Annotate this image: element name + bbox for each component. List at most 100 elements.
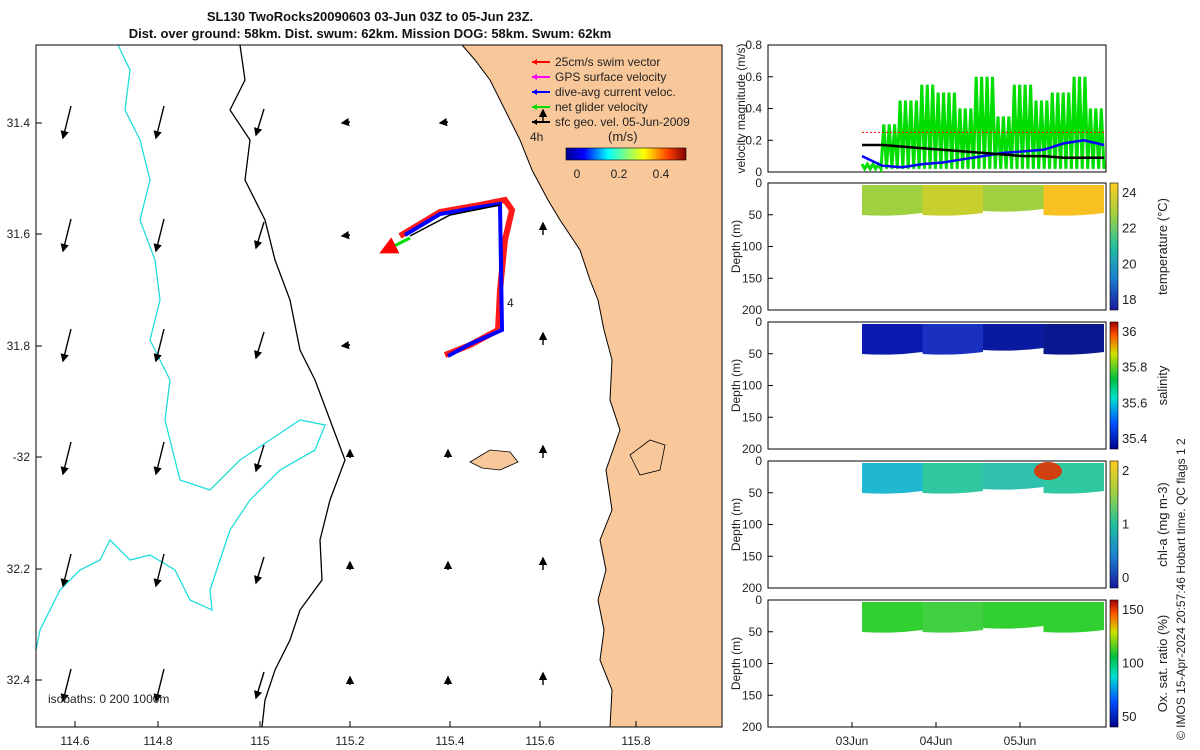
depth-ylabel: Depth (m) (729, 220, 743, 273)
depth-tick-label: 150 (742, 549, 762, 563)
title-line-1: SL130 TwoRocks20090603 03-Jun 03Z to 05-… (206, 9, 534, 24)
legend-entry: dive-avg current veloc. (532, 85, 676, 99)
velocity-vector (254, 221, 265, 250)
velocity-vector (60, 441, 72, 476)
velocity-vector (254, 556, 265, 585)
colorbar-tick-label: 18 (1122, 292, 1136, 307)
depth-tick-label: 200 (742, 303, 762, 317)
depth-tick-label: 100 (742, 518, 762, 532)
colorbar-tick-1: 0.2 (611, 167, 628, 181)
depth-tick-label: 200 (742, 720, 762, 734)
svg-text:dive-avg current veloc.: dive-avg current veloc. (555, 85, 676, 99)
depth-tick-label: 150 (742, 410, 762, 424)
depth-tick-label: 50 (749, 347, 763, 361)
colorbar-tick-label: 2 (1122, 463, 1129, 478)
svg-text:sfc geo. vel. 05-Jun-2009: sfc geo. vel. 05-Jun-2009 (555, 115, 690, 129)
profile-segment (862, 602, 923, 633)
vel-ytick-label: 0.8 (745, 38, 762, 52)
vel-ytick-label: 0.2 (745, 133, 762, 147)
vel-ytick-label: 0.6 (745, 70, 762, 84)
series-line (861, 139, 1105, 169)
profile-segment (983, 185, 1044, 212)
isobath-1000 (35, 44, 326, 651)
colorbar-tick-0: 0 (574, 167, 581, 181)
velocity-vector (438, 117, 449, 127)
isobath-label: isobaths: 0 200 1000m (48, 692, 169, 706)
map-ytick-label: -32 (13, 450, 31, 464)
colorbar (1109, 182, 1119, 311)
velocity-vector (60, 218, 72, 253)
time-axis: 03Jun 04Jun 05Jun (836, 722, 1037, 748)
depth-tick-label: 100 (742, 379, 762, 393)
colorbar (1109, 321, 1119, 450)
velocity-vector (153, 328, 165, 363)
vel-ytick-label: 0 (755, 165, 762, 179)
depth-ylabel: Depth (m) (729, 359, 743, 412)
glider-track: 4 (379, 196, 516, 358)
velocity-vector (60, 553, 72, 588)
colorbar-tick-label: 22 (1122, 221, 1136, 236)
colorbar-tick-label: 0 (1122, 570, 1129, 585)
colorbar-tick-label: 35.6 (1122, 395, 1147, 410)
depth-tick-label: 150 (742, 271, 762, 285)
profile-segment (922, 463, 983, 494)
profile-panel: 0 50 100 150 200 Depth (m) 24 22 20 18 temperature… (729, 176, 1170, 317)
velocity-vector (60, 105, 72, 140)
colorbar-label: temperature (°C) (1155, 198, 1170, 295)
scale-note: 4h (530, 130, 543, 144)
credit-text: © IMOS 15-Apr-2024 20:57:46 Hobart time.… (1174, 438, 1188, 740)
depth-tick-label: 50 (749, 208, 763, 222)
map-xtick-label: 114.6 (60, 734, 89, 748)
profile-segment (922, 602, 983, 633)
legend-entry: net glider velocity (532, 100, 648, 114)
map-xtick-label: 115.8 (621, 734, 650, 748)
profile-segment (922, 324, 983, 355)
isobath-200 (229, 44, 346, 728)
velocity-vector (340, 340, 351, 350)
velocity-vector (254, 444, 265, 473)
profile-segment (983, 602, 1044, 629)
colorbar (1109, 460, 1119, 589)
map-ytick-label: 31.6 (7, 227, 31, 241)
depth-tick-label: 0 (755, 593, 762, 607)
colorbar-label: Ox. sat. ratio (%) (1155, 615, 1170, 713)
colorbar (1109, 599, 1119, 728)
depth-ylabel: Depth (m) (729, 637, 743, 690)
colorbar-label: chl-a (mg m-3) (1155, 482, 1170, 567)
colorbar-tick-label: 1 (1122, 517, 1129, 532)
map-ytick-label: 31.8 (7, 339, 31, 353)
island-2 (629, 439, 666, 476)
velocity-vector (254, 671, 265, 700)
velocity-vector (340, 117, 351, 127)
profile-panel: 0 50 100 150 200 Depth (m) 2 1 0 chl-a (mg m-3) (729, 454, 1170, 595)
profile-segment (862, 463, 923, 494)
depth-tick-label: 0 (755, 454, 762, 468)
sfc-geo-velocity-vectors (60, 105, 548, 703)
title-line-2: Dist. over ground: 58km. Dist. swum: 62k… (128, 26, 612, 41)
depth-tick-label: 50 (749, 486, 763, 500)
colorbar-label: salinity (1155, 365, 1170, 405)
map-xtick-label: 115.4 (435, 734, 464, 748)
map-xtick-label: 115.6 (525, 734, 554, 748)
depth-tick-label: 100 (742, 657, 762, 671)
svg-text:25cm/s swim vector: 25cm/s swim vector (555, 55, 660, 69)
velocity-vector (254, 331, 265, 360)
profile-segment (1043, 324, 1104, 355)
profile-segment (922, 185, 983, 216)
velocity-vector (153, 668, 165, 703)
velocity-vector (60, 668, 72, 703)
legend-entry: 25cm/s swim vector (532, 55, 660, 69)
track-label: 4 (507, 296, 514, 310)
legend-entry: GPS surface velocity (532, 70, 666, 84)
profile-segment (983, 324, 1044, 351)
chl-hotspot (1034, 462, 1062, 480)
colorbar-tick-2: 0.4 (653, 167, 670, 181)
velocity-vector (60, 328, 72, 363)
map-colorbar (565, 147, 687, 161)
vel-ytick-label: 0.4 (745, 102, 762, 116)
vel-ylabel: velocity magnitude (m/s) (734, 43, 748, 173)
time-tick-label: 05Jun (1004, 734, 1037, 748)
